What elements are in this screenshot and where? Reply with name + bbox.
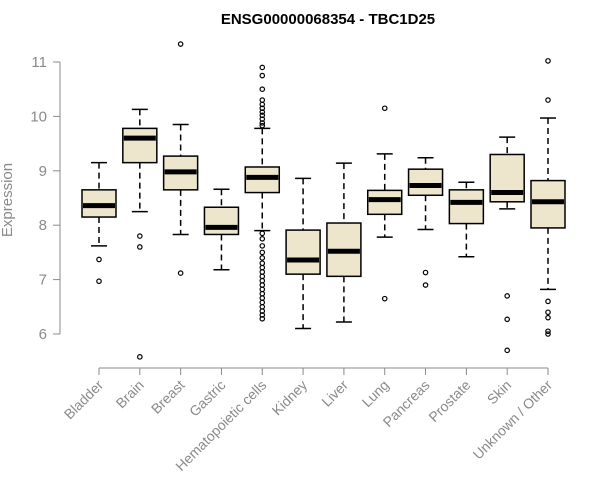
outlier-point bbox=[259, 286, 266, 293]
box-group bbox=[285, 177, 321, 330]
y-axis-label: Expression bbox=[0, 163, 16, 237]
outlier-point bbox=[545, 314, 551, 321]
box-group bbox=[530, 58, 566, 337]
box-iqr bbox=[285, 229, 321, 275]
box-group bbox=[448, 181, 485, 258]
box-group bbox=[244, 64, 281, 322]
outlier-point bbox=[545, 309, 551, 316]
outlier-point bbox=[545, 97, 551, 103]
box-iqr bbox=[122, 127, 158, 164]
y-tick-label: 11 bbox=[31, 54, 47, 71]
outlier-point bbox=[96, 278, 102, 285]
box-series bbox=[81, 41, 566, 360]
outlier-point bbox=[259, 230, 266, 237]
y-axis: 6 7 8 9 10 11 bbox=[30, 54, 61, 343]
outlier-point bbox=[259, 282, 266, 288]
outlier-point bbox=[259, 109, 266, 115]
y-tick-label: 7 bbox=[39, 272, 47, 289]
outlier-point bbox=[545, 298, 551, 305]
chart-title: ENSG00000068354 - TBC1D25 bbox=[221, 11, 435, 28]
outlier-point bbox=[422, 269, 429, 276]
box-iqr bbox=[448, 189, 485, 225]
x-tick-label: Kidney bbox=[269, 377, 311, 419]
outlier-point bbox=[381, 105, 388, 112]
outlier-point bbox=[504, 347, 510, 354]
outlier-point bbox=[259, 122, 266, 129]
outlier-point bbox=[259, 290, 266, 297]
y-tick-label: 8 bbox=[39, 217, 47, 234]
outlier-point bbox=[259, 260, 266, 267]
box-iqr bbox=[366, 189, 403, 216]
x-tick-label: Brain bbox=[113, 377, 147, 411]
x-tick-label: Bladder bbox=[61, 377, 107, 423]
box-group bbox=[162, 41, 199, 276]
outlier-point bbox=[545, 328, 551, 335]
outlier-point bbox=[177, 41, 184, 47]
y-tick-label: 9 bbox=[39, 163, 47, 180]
outlier-point bbox=[259, 269, 266, 275]
outlier-point bbox=[504, 293, 510, 299]
box-iqr bbox=[407, 168, 444, 197]
outlier-point bbox=[259, 299, 266, 306]
outlier-point bbox=[259, 277, 266, 284]
x-tick-label: Lung bbox=[359, 377, 392, 410]
box-group bbox=[326, 162, 362, 323]
outlier-point bbox=[177, 270, 184, 276]
outlier-point bbox=[259, 273, 266, 280]
box-group bbox=[122, 108, 158, 360]
x-tick-label: Breast bbox=[148, 377, 188, 417]
outlier-point bbox=[422, 282, 429, 288]
box-group bbox=[81, 161, 117, 285]
outlier-point bbox=[137, 233, 143, 239]
x-tick-label: Skin bbox=[484, 377, 515, 408]
x-tick-label: Liver bbox=[318, 377, 351, 410]
y-tick-label: 10 bbox=[30, 108, 47, 125]
y-tick-label: 6 bbox=[39, 326, 47, 343]
box-group bbox=[407, 156, 444, 288]
outlier-point bbox=[504, 316, 510, 323]
outlier-point bbox=[259, 249, 266, 256]
box-group bbox=[203, 188, 240, 271]
x-tick-label: Prostate bbox=[425, 377, 473, 425]
outlier-point bbox=[137, 244, 143, 250]
outlier-point bbox=[259, 86, 266, 93]
box-iqr bbox=[203, 206, 240, 236]
outlier-point bbox=[259, 295, 266, 301]
outlier-point bbox=[259, 243, 266, 249]
outlier-point bbox=[259, 120, 266, 126]
outlier-point bbox=[259, 97, 266, 103]
outlier-point bbox=[259, 64, 266, 71]
outlier-point bbox=[259, 315, 266, 322]
outlier-point bbox=[381, 295, 388, 302]
box-group bbox=[366, 105, 403, 302]
outlier-point bbox=[259, 72, 266, 79]
outlier-point bbox=[137, 354, 143, 360]
outlier-point bbox=[259, 303, 266, 310]
outlier-point bbox=[259, 264, 266, 271]
outlier-point bbox=[545, 58, 551, 64]
outlier-point bbox=[259, 236, 266, 242]
box-group bbox=[489, 136, 525, 354]
outlier-point bbox=[545, 331, 551, 337]
outlier-point bbox=[259, 255, 266, 261]
outlier-point bbox=[96, 256, 102, 263]
